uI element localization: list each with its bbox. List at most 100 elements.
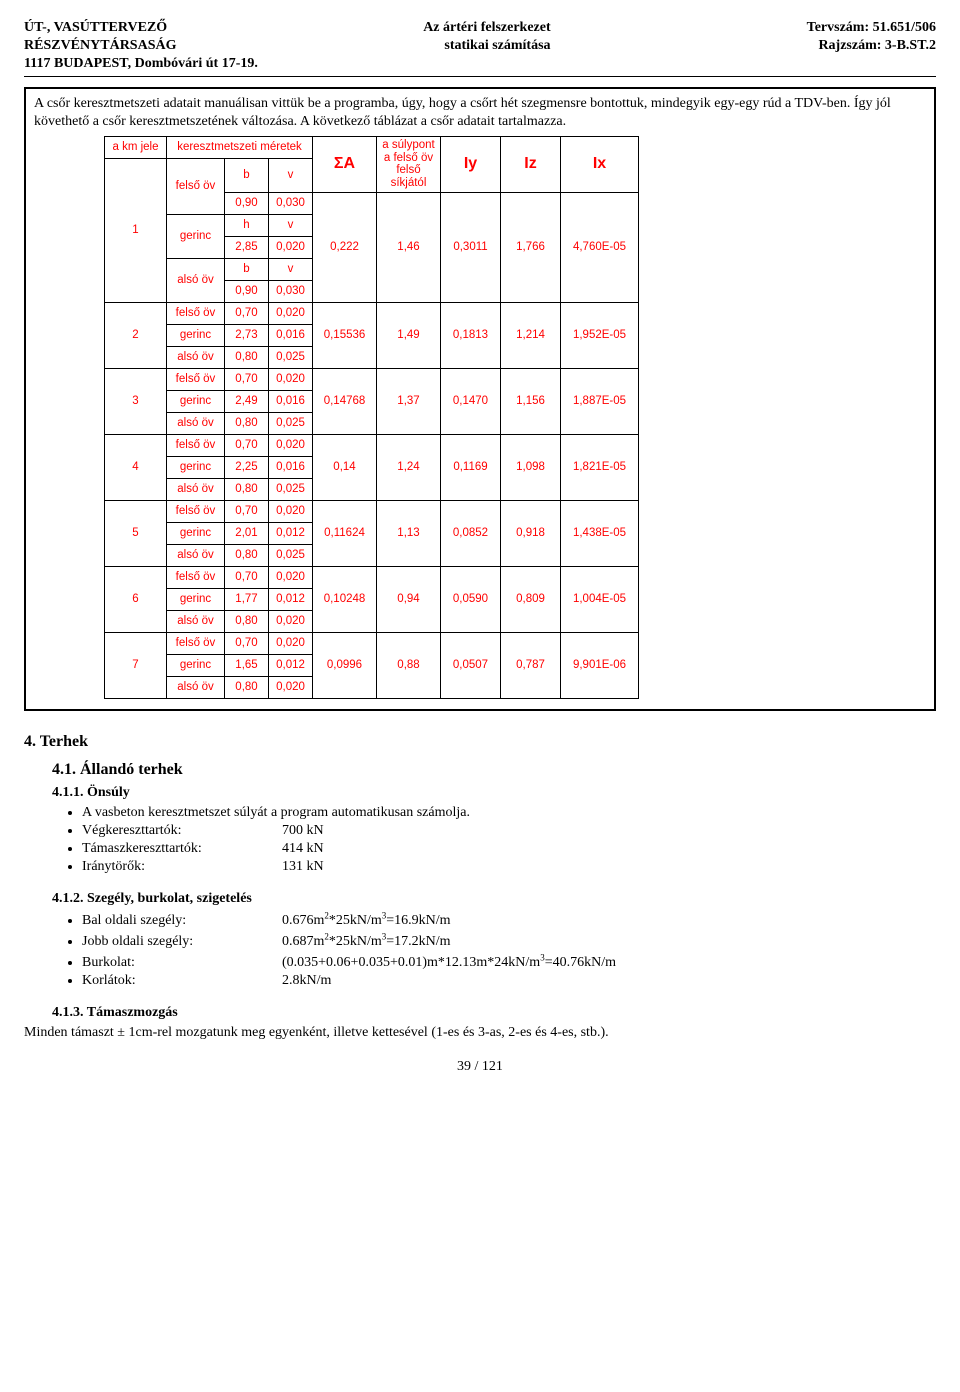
table-cell: felső öv bbox=[167, 566, 225, 588]
table-cell: 0,11624 bbox=[313, 500, 377, 566]
header-left-1: ÚT-, VASÚTTERVEZŐ bbox=[24, 20, 167, 36]
page-number: 39 / 121 bbox=[24, 1059, 936, 1075]
table-cell: alsó öv bbox=[167, 412, 225, 434]
table-cell: 1,77 bbox=[225, 588, 269, 610]
km-number: 3 bbox=[105, 368, 167, 434]
table-cell: 0,030 bbox=[269, 192, 313, 214]
table-cell: 1,952E-05 bbox=[561, 302, 639, 368]
table-cell: 0,80 bbox=[225, 544, 269, 566]
table-cell: 0,787 bbox=[501, 632, 561, 698]
table-cell: 0,70 bbox=[225, 302, 269, 324]
kv-val: 0.687m2*25kN/m3=17.2kN/m bbox=[282, 934, 451, 949]
table-cell: 0,0507 bbox=[441, 632, 501, 698]
table-cell: 1,49 bbox=[377, 302, 441, 368]
table-cell: 2,73 bbox=[225, 324, 269, 346]
km-number: 2 bbox=[105, 302, 167, 368]
table-cell: 0,90 bbox=[225, 280, 269, 302]
kv-val: 0.676m2*25kN/m3=16.9kN/m bbox=[282, 913, 451, 928]
list-item: Burkolat:(0.035+0.06+0.035+0.01)m*12.13m… bbox=[82, 952, 936, 971]
table-cell: alsó öv bbox=[167, 346, 225, 368]
table-cell: 0,020 bbox=[269, 610, 313, 632]
table-cell: 0,0590 bbox=[441, 566, 501, 632]
table-cell: 0,012 bbox=[269, 522, 313, 544]
kv-val: (0.035+0.06+0.035+0.01)m*12.13m*24kN/m3=… bbox=[282, 955, 616, 970]
table-cell: felső öv bbox=[167, 302, 225, 324]
heading-4-1-1: 4.1.1. Önsúly bbox=[52, 785, 936, 801]
table-cell: 0,020 bbox=[269, 302, 313, 324]
table-cell: 0,025 bbox=[269, 544, 313, 566]
table-cell: 0,1813 bbox=[441, 302, 501, 368]
table-cell: felső öv bbox=[167, 368, 225, 390]
table-cell: 0,025 bbox=[269, 478, 313, 500]
table-cell: 1,214 bbox=[501, 302, 561, 368]
table-head: Iy bbox=[441, 137, 501, 193]
kv-val: 2.8kN/m bbox=[282, 973, 331, 988]
table-cell: 1,46 bbox=[377, 192, 441, 302]
kv-val: 414 kN bbox=[282, 841, 324, 856]
table-head: a km jele bbox=[105, 137, 167, 159]
table-head: a súlypont a felső öv felső síkjától bbox=[377, 137, 441, 193]
kv-key: Végkereszttartók: bbox=[82, 823, 282, 839]
table-head: keresztmetszeti méretek bbox=[167, 137, 313, 159]
table-cell: 1,098 bbox=[501, 434, 561, 500]
intro-paragraph: A csőr keresztmetszeti adatait manuálisa… bbox=[34, 95, 926, 130]
heading-4-1-3: 4.1.3. Támaszmozgás bbox=[52, 1005, 936, 1021]
list-item: Iránytörők:131 kN bbox=[82, 859, 936, 875]
table-cell: 0,020 bbox=[269, 500, 313, 522]
table-cell: 0,70 bbox=[225, 566, 269, 588]
table-cell: 1,438E-05 bbox=[561, 500, 639, 566]
table-cell: 1,004E-05 bbox=[561, 566, 639, 632]
table-cell: 0,025 bbox=[269, 412, 313, 434]
table-cell: 0,020 bbox=[269, 368, 313, 390]
table-cell: 0,70 bbox=[225, 434, 269, 456]
kv-key: Bal oldali szegély: bbox=[82, 913, 282, 929]
table-cell: 0,020 bbox=[269, 434, 313, 456]
table-cell: 0,1470 bbox=[441, 368, 501, 434]
kv-key: Iránytörők: bbox=[82, 859, 282, 875]
table-cell: 0,10248 bbox=[313, 566, 377, 632]
kv-val: 700 kN bbox=[282, 823, 324, 838]
table-cell: 0,016 bbox=[269, 390, 313, 412]
header-left-3: 1117 BUDAPEST, Dombóvári út 17-19. bbox=[24, 56, 258, 72]
table-cell: 2,85 bbox=[225, 236, 269, 258]
list-item: Jobb oldali szegély:0.687m2*25kN/m3=17.2… bbox=[82, 931, 936, 950]
table-cell: 0,80 bbox=[225, 478, 269, 500]
header-left-2: RÉSZVÉNYTÁRSASÁG bbox=[24, 38, 176, 54]
table-cell: h bbox=[225, 214, 269, 236]
header-right-2: Rajzszám: 3-B.ST.2 bbox=[818, 38, 936, 54]
list-item: Támaszkereszttartók:414 kN bbox=[82, 841, 936, 857]
table-cell: 1,821E-05 bbox=[561, 434, 639, 500]
table-cell: 0,020 bbox=[269, 632, 313, 654]
table-cell: alsó öv bbox=[167, 610, 225, 632]
list-item: Korlátok:2.8kN/m bbox=[82, 973, 936, 989]
table-cell: 9,901E-06 bbox=[561, 632, 639, 698]
kv-key: Burkolat: bbox=[82, 955, 282, 971]
table-cell: v bbox=[269, 159, 313, 193]
table-cell: 0,020 bbox=[269, 236, 313, 258]
table-cell: 0,90 bbox=[225, 192, 269, 214]
header-rule bbox=[24, 76, 936, 77]
list-item: Végkereszttartók:700 kN bbox=[82, 823, 936, 839]
table-head: ΣA bbox=[313, 137, 377, 193]
table-cell: felső öv bbox=[167, 632, 225, 654]
table-cell: 0,222 bbox=[313, 192, 377, 302]
table-cell: 0,0852 bbox=[441, 500, 501, 566]
table-cell: gerinc bbox=[167, 324, 225, 346]
table-cell: 2,49 bbox=[225, 390, 269, 412]
kv-key: Támaszkereszttartók: bbox=[82, 841, 282, 857]
table-cell: 1,13 bbox=[377, 500, 441, 566]
header-mid-2: statikai számítása bbox=[176, 38, 818, 54]
table-cell: v bbox=[269, 214, 313, 236]
km-number: 6 bbox=[105, 566, 167, 632]
cross-section-table: a km jelekeresztmetszeti méretekΣAa súly… bbox=[104, 136, 639, 699]
onsuly-list: A vasbeton keresztmetszet súlyát a progr… bbox=[82, 805, 936, 875]
table-cell: gerinc bbox=[167, 522, 225, 544]
table-cell: 0,012 bbox=[269, 654, 313, 676]
list-item: A vasbeton keresztmetszet súlyát a progr… bbox=[82, 805, 936, 821]
header-right-1: Tervszám: 51.651/506 bbox=[807, 20, 936, 36]
table-cell: 0,70 bbox=[225, 368, 269, 390]
content-frame: A csőr keresztmetszeti adatait manuálisa… bbox=[24, 87, 936, 711]
table-cell: 0,020 bbox=[269, 566, 313, 588]
table-cell: 0,80 bbox=[225, 610, 269, 632]
table-cell: 0,020 bbox=[269, 676, 313, 698]
